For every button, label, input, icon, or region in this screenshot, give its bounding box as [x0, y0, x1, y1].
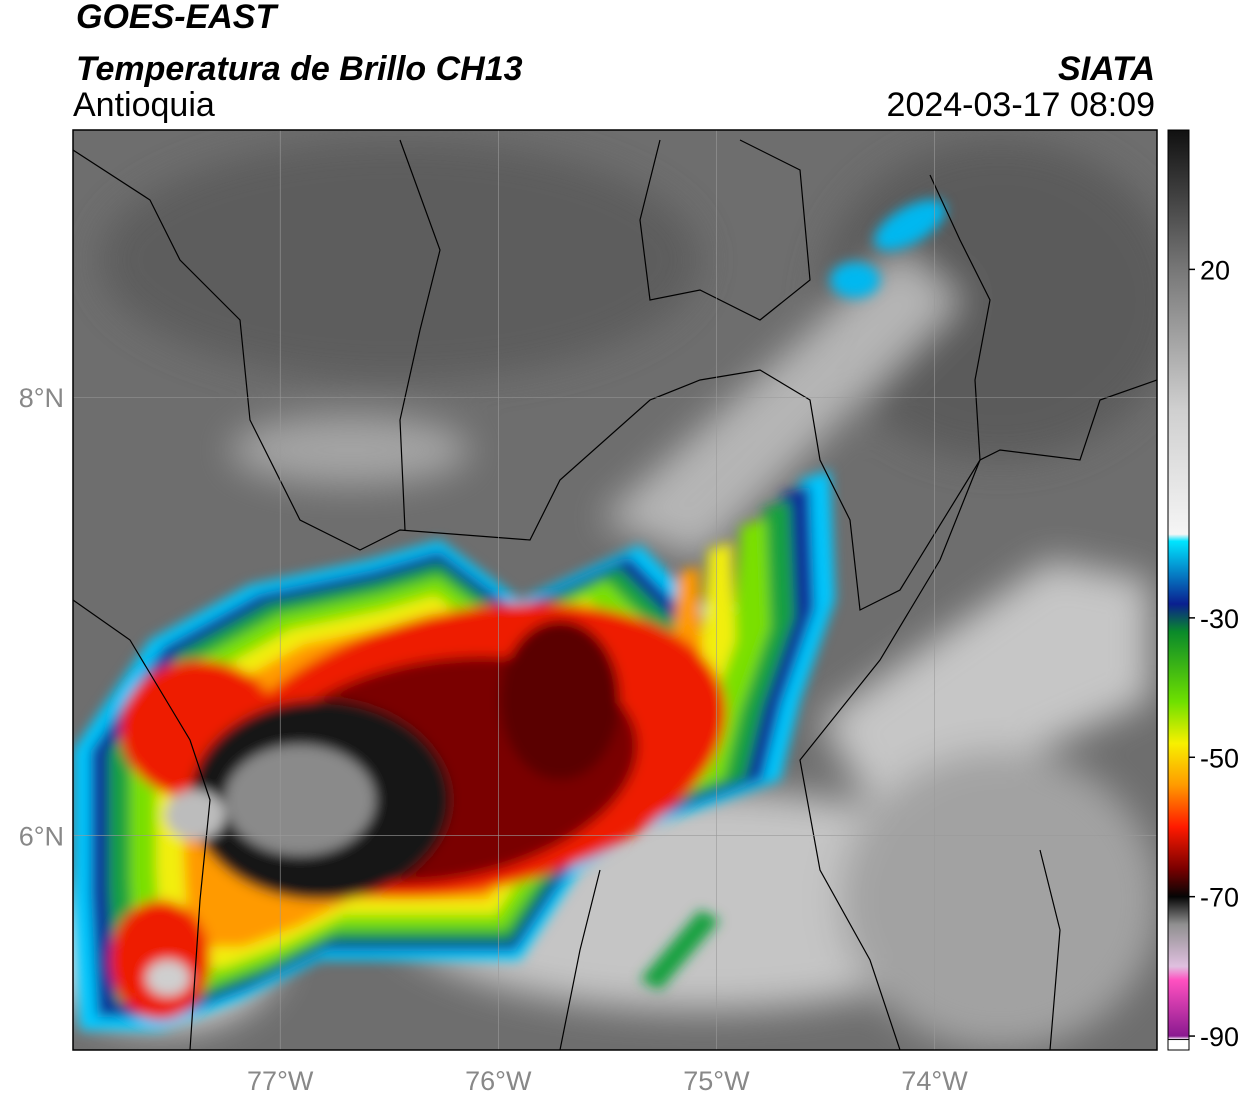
colorbar-tick-label: -30: [1200, 604, 1239, 634]
colorbar-under: [1167, 1039, 1190, 1051]
grid: [73, 130, 1157, 1050]
timestamp: 2024-03-17 08:09: [887, 86, 1155, 124]
satellite: GOES-EAST: [76, 0, 279, 36]
borders: [73, 139, 1157, 1050]
colorbar-tick-label: -90: [1200, 1022, 1239, 1052]
y-tick-label: 8°N: [19, 383, 64, 413]
x-tick-label: 75°W: [683, 1066, 750, 1096]
x-tick-label: 74°W: [901, 1066, 968, 1096]
colorbar-tick-label: -70: [1200, 883, 1239, 913]
product: Temperatura de Brillo CH13: [76, 50, 523, 88]
imagery: [73, 130, 1157, 1050]
colorbar-tick-label: -50: [1200, 743, 1239, 773]
colorbar-tick-label: 20: [1200, 255, 1230, 285]
region: Antioquia: [73, 86, 215, 124]
colorbar: [1167, 129, 1190, 1051]
y-tick-label: 6°N: [19, 821, 64, 851]
x-tick-label: 77°W: [247, 1066, 314, 1096]
map-frame: [72, 129, 1158, 1051]
x-tick-label: 76°W: [465, 1066, 532, 1096]
source: SIATA: [1058, 50, 1155, 88]
